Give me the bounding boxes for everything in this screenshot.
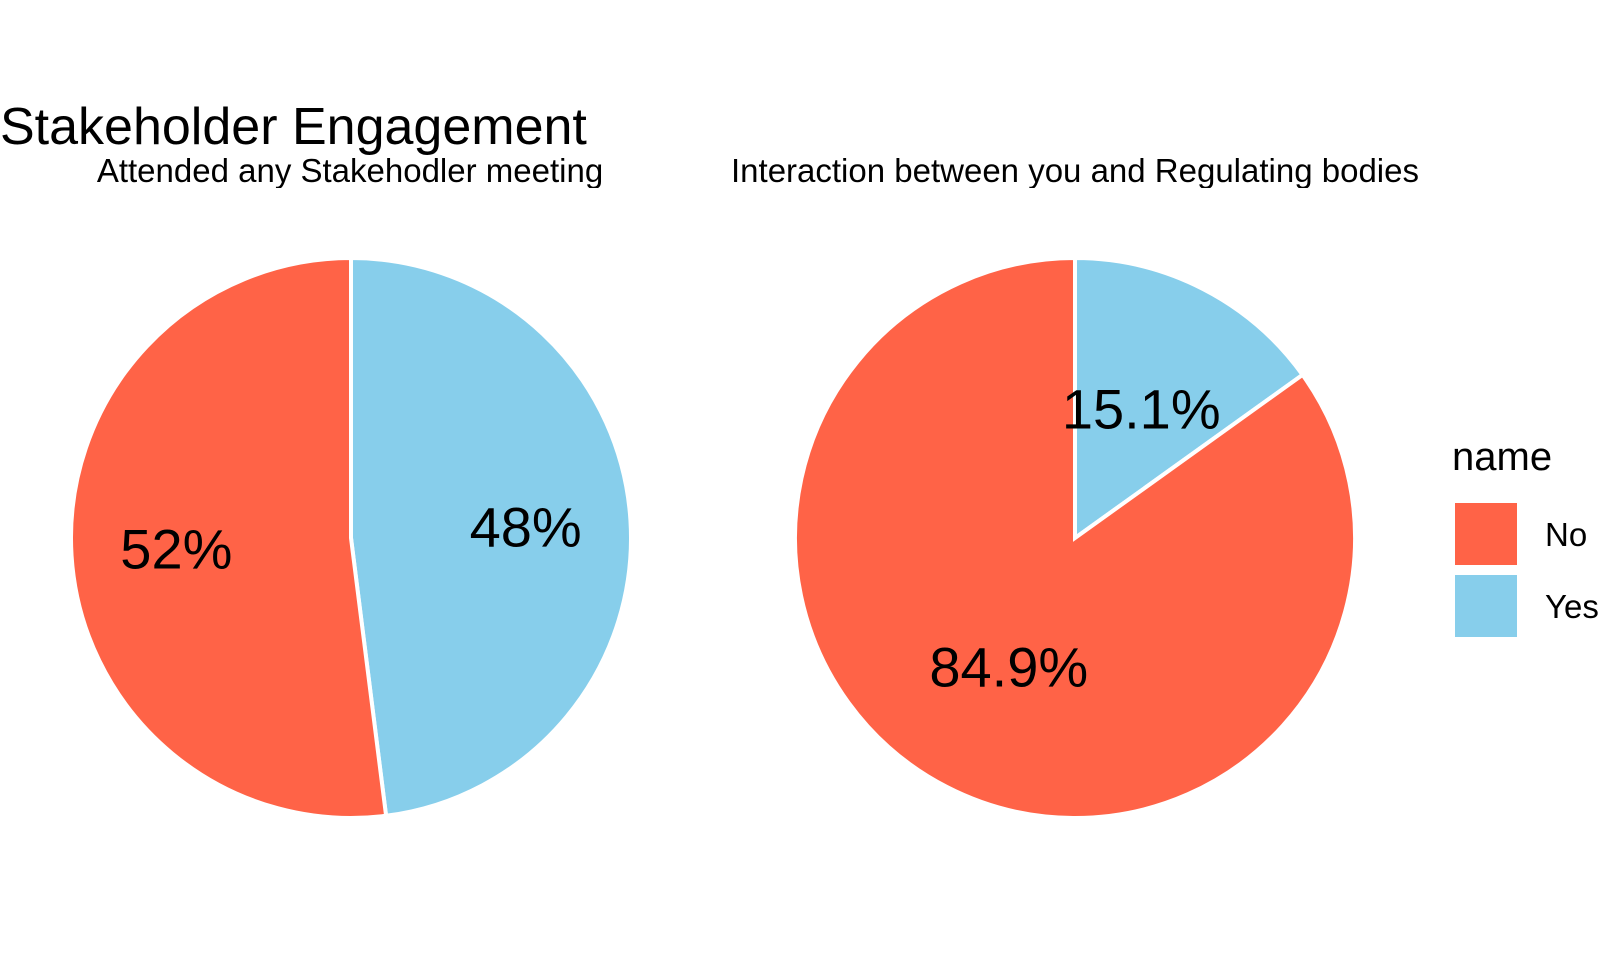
legend-title: name	[1452, 435, 1552, 479]
pie-panel-stakeholder-meeting: Attended any Stakehodler meeting 48% 52%	[69, 152, 633, 820]
pie-subtitle: Attended any Stakehodler meeting	[97, 152, 603, 189]
pie-label-no: 84.9%	[929, 635, 1088, 698]
pie-label-yes: 48%	[470, 496, 582, 559]
legend-swatch-no	[1455, 503, 1517, 565]
pie-panel-regulating-bodies: Interaction between you and Regulating b…	[731, 152, 1419, 820]
pie-labels: 15.1% 84.9%	[929, 378, 1220, 699]
pie-slice-yes	[349, 255, 633, 819]
pie-slices	[69, 255, 633, 820]
pie-label-yes: 15.1%	[1062, 378, 1221, 441]
pie-slice-no	[69, 255, 389, 820]
pie-slice-yes	[1073, 255, 1306, 542]
pie-slice-no	[793, 255, 1357, 820]
pie-label-no: 52%	[120, 517, 232, 580]
pie-labels: 48% 52%	[120, 496, 581, 581]
chart-title: Stakeholder Engagement	[0, 98, 587, 156]
pie-subtitle: Interaction between you and Regulating b…	[731, 152, 1419, 189]
pie-slices	[793, 255, 1357, 820]
legend: name No Yes	[1452, 435, 1599, 637]
legend-swatch-yes	[1455, 575, 1517, 637]
legend-label-yes: Yes	[1545, 588, 1599, 625]
legend-label-no: No	[1545, 516, 1587, 553]
